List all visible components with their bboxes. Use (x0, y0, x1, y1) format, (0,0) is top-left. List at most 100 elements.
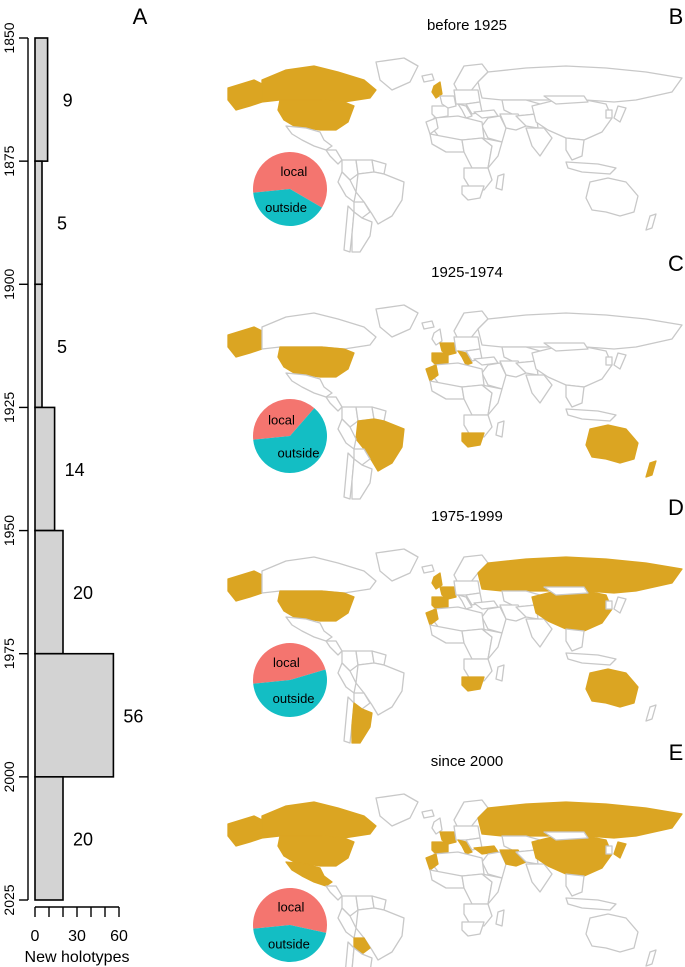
region-morocco (425, 853, 439, 871)
region-west-africa (429, 869, 465, 889)
region-brazil (355, 418, 405, 472)
region-south-africa (461, 676, 485, 692)
bar-value-label: 5 (57, 214, 67, 234)
year-tick-label: 1850 (1, 22, 17, 53)
region-central-europe (453, 825, 481, 841)
region-south-africa (461, 185, 485, 201)
region-south-africa (461, 921, 485, 937)
region-madagascar (495, 909, 505, 927)
region-argentina (351, 947, 373, 967)
pie-slice-outside (253, 408, 327, 473)
region-indonesia (565, 652, 617, 666)
region-iberia (431, 352, 449, 366)
region-south-africa (461, 432, 485, 448)
region-iceland (421, 809, 435, 819)
panel-label: C (668, 251, 684, 276)
pie-label-outside: outside (273, 691, 315, 706)
pie-label-outside: outside (265, 200, 307, 215)
region-united-states (277, 590, 355, 622)
panel-label: D (668, 495, 684, 520)
region-british-isles (431, 817, 443, 835)
year-tick-label: 1875 (1, 145, 17, 176)
region-greenland (375, 548, 419, 582)
bar-2000 (34, 776, 64, 901)
region-new-zealand (645, 704, 657, 722)
count-tick-label: 60 (110, 928, 128, 945)
bar-value-label: 9 (63, 91, 73, 111)
pie-slice-local (253, 888, 327, 933)
region-italy (457, 350, 473, 366)
map-panel-c: C 1925-1974 local outside (227, 251, 684, 500)
region-southern-africa (463, 167, 493, 191)
region-southeast-asia (565, 137, 585, 161)
region-alaska (227, 79, 263, 111)
region-italy (457, 103, 473, 119)
region-morocco (425, 364, 439, 382)
region-madagascar (495, 173, 505, 191)
region-east-africa (481, 628, 503, 660)
region-mexico (285, 372, 333, 398)
region-japan (613, 352, 627, 370)
region-greenland (375, 304, 419, 338)
region-central-europe (453, 580, 481, 596)
region-canada (261, 801, 377, 839)
pie-slice-outside (253, 189, 322, 227)
region-italy (457, 594, 473, 610)
map-panel-d: D 1975-1999 local outside (227, 495, 684, 744)
bar-1875 (34, 160, 43, 286)
region-central-america (325, 149, 343, 165)
bar-1900 (34, 283, 43, 409)
bar-1975 (34, 652, 115, 778)
region-brazil (355, 662, 405, 716)
region-iberia (431, 596, 449, 610)
region-madagascar (495, 420, 505, 438)
region-india (525, 374, 553, 404)
panel-label: B (669, 4, 684, 29)
region-united-states (277, 835, 355, 867)
region-india (525, 863, 553, 893)
region-france (439, 342, 457, 356)
world-map (227, 793, 683, 967)
region-japan (613, 596, 627, 614)
region-mongolia (543, 342, 589, 352)
region-india (525, 618, 553, 648)
region-brazil (355, 907, 405, 961)
bar-value-label: 5 (57, 337, 67, 357)
region-british-isles (431, 328, 443, 346)
region-iceland (421, 320, 435, 330)
region-central-europe (453, 336, 481, 352)
panel-title: before 1925 (427, 17, 507, 34)
region-australia (585, 424, 639, 464)
region-mongolia (543, 95, 589, 105)
region-southern-africa (463, 658, 493, 682)
region-southeast-asia (565, 384, 585, 408)
region-west-africa (429, 380, 465, 400)
region-new-zealand (645, 460, 657, 478)
pie-slice-local (253, 399, 315, 440)
region-central-america (325, 640, 343, 656)
region-southeast-asia (565, 873, 585, 897)
region-mexico (285, 125, 333, 151)
region-east-africa (481, 873, 503, 905)
region-brazil (355, 171, 405, 225)
region-argentina (351, 702, 373, 744)
region-korea (605, 845, 613, 855)
panel-title: 1975-1999 (431, 508, 503, 525)
pie-slice-local (253, 643, 326, 684)
region-argentina (351, 211, 373, 253)
region-france (439, 831, 457, 845)
year-tick-label: 1925 (1, 392, 17, 423)
region-argentina (351, 458, 373, 500)
region-korea (605, 109, 613, 119)
region-mongolia (543, 586, 589, 596)
region-central-america (325, 885, 343, 901)
region-indonesia (565, 161, 617, 175)
region-india (525, 127, 553, 157)
region-central-america (325, 396, 343, 412)
pie-chart: local outside (253, 399, 327, 473)
region-canada (261, 556, 377, 594)
